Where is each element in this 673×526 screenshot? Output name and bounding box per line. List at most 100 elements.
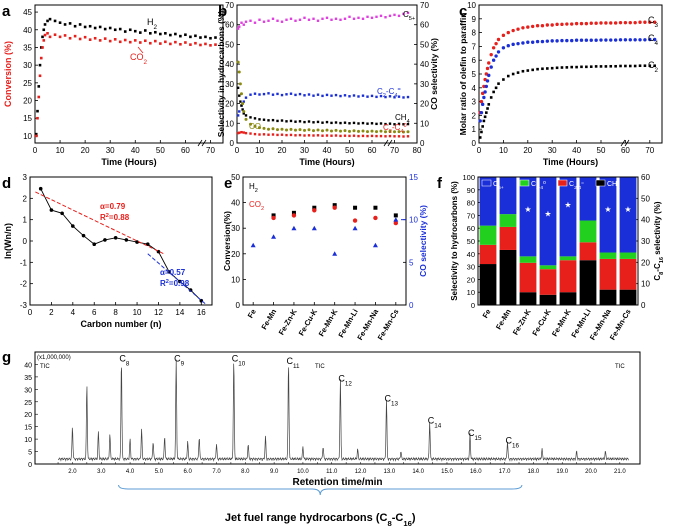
data-point-co <box>321 129 324 133</box>
data-point-c2c4 <box>249 93 252 96</box>
data-point-h2 <box>63 23 67 26</box>
data-point-c5 <box>312 17 315 20</box>
data-point-c3 <box>652 20 657 24</box>
bar-segment-c24o <box>539 265 557 270</box>
y-tick-label: -2 <box>20 280 28 289</box>
data-point-h2 <box>179 34 182 38</box>
data-point-ch4 <box>375 122 378 126</box>
data-point-c3 <box>613 21 618 25</box>
y-axis-label: Molar ratio of olefin to paraffin <box>458 13 468 136</box>
data-point-co <box>384 130 387 134</box>
data-point-c4 <box>618 38 623 42</box>
bar-segment-c24o <box>499 214 517 227</box>
data-point-c2c4o <box>285 133 288 137</box>
data-point-ch4 <box>298 120 302 123</box>
bar-segment-c24 <box>619 258 637 290</box>
data-point-c2 <box>585 65 588 69</box>
data-point-c4 <box>613 38 618 42</box>
data-point-co <box>241 102 245 106</box>
data-point-co <box>249 122 252 126</box>
x-tick-label: 10.0 <box>297 469 309 475</box>
panel-a-frame <box>34 4 224 144</box>
data-point-c2c4 <box>312 94 315 97</box>
data-point-c4 <box>633 38 637 42</box>
x-tick-label: 60 <box>368 146 377 155</box>
data-point-c5 <box>236 27 240 30</box>
data-point-c2c4o <box>339 134 342 138</box>
panel-e: 0 10 20 30 40 50 0 5 10 15 Conversion(%) CO selecti… <box>222 173 428 342</box>
axis-break <box>624 139 630 147</box>
series-label-ch4: CH4 <box>395 113 410 125</box>
data-point-c2c4o <box>307 134 311 137</box>
data-point-c3 <box>501 33 506 38</box>
x-axis-label: Time (Hours) <box>101 157 156 167</box>
y-tick-label: 60 <box>467 224 475 233</box>
y-tick-label: 20 <box>24 412 32 419</box>
bar-segment-ch4 <box>579 260 597 305</box>
data-point-c2c4 <box>267 92 270 95</box>
data-point-c5 <box>244 20 248 23</box>
data-point-c2c4o <box>280 133 284 136</box>
data-point-co <box>262 126 266 130</box>
data-point-c4 <box>574 38 579 42</box>
data-point <box>38 186 43 191</box>
data-point-co <box>357 129 360 133</box>
data-point-h2 <box>68 22 72 25</box>
x-tick-label: 50 <box>345 146 354 155</box>
data-point-h2 <box>58 21 62 24</box>
data-point-co <box>280 127 284 131</box>
co2-conversion-marker <box>373 215 378 221</box>
data-point-co2 <box>143 39 147 43</box>
data-point-c5 <box>276 19 279 22</box>
data-point-ch4 <box>280 119 284 122</box>
data-point-c5 <box>321 17 324 20</box>
data-point-c2 <box>550 66 554 70</box>
data-point-c3 <box>485 66 490 71</box>
y2-tick-label: 10 <box>409 216 418 225</box>
x-tick-label: 14.0 <box>412 469 424 475</box>
data-point-c5 <box>307 18 311 21</box>
data-point-co2 <box>138 41 142 44</box>
x-tick-label: 8 <box>113 308 118 317</box>
data-point-c2 <box>480 130 483 134</box>
y-tick-label: 30 <box>467 263 475 272</box>
data-point-h2 <box>204 35 207 39</box>
data-point-co <box>352 129 356 133</box>
data-point-c2 <box>638 64 642 68</box>
data-point-c2 <box>502 78 505 81</box>
peak-label-c11: C11 <box>287 356 301 370</box>
data-point-c2 <box>478 136 482 139</box>
data-point-co <box>397 130 401 134</box>
data-point-c2c4o <box>370 134 374 138</box>
data-point-ch4 <box>238 94 241 97</box>
data-point-c3 <box>506 30 510 35</box>
data-point-h2 <box>88 24 92 28</box>
y-tick-label: 1 <box>23 216 28 225</box>
data-point-ch4 <box>271 118 275 122</box>
data-point-co2 <box>179 42 182 46</box>
bar-segment-ch4 <box>479 264 497 305</box>
data-point-co <box>258 126 261 130</box>
data-point-c3 <box>550 23 554 27</box>
data-point-ch4 <box>285 120 288 123</box>
data-point-c2c4 <box>357 95 360 98</box>
y-tick-label: 50 <box>231 173 240 182</box>
x-tick-label: 40 <box>323 146 332 155</box>
data-point-co2 <box>93 36 97 40</box>
data-point-c5 <box>348 15 351 19</box>
category-label: Fe-Mn <box>259 307 278 331</box>
x-tick-label: 60 <box>621 146 630 155</box>
data-point-c2c4 <box>285 93 288 96</box>
data-point-c2c4 <box>298 92 302 96</box>
panel-b: 0 10 20 30 40 50 60 70 0 10 20 30 40 50 60 70 0 10 20 30 40 5… <box>216 1 439 167</box>
data-point-ch4 <box>339 121 342 125</box>
data-point-c2c4o <box>267 133 270 136</box>
data-point-c5 <box>325 16 329 20</box>
data-point-ch4 <box>241 108 244 111</box>
data-point-h2 <box>73 24 77 28</box>
data-point-c2c4 <box>238 110 241 113</box>
c8c16-star-marker: ★ <box>564 201 571 210</box>
x-tick-label: 30 <box>300 146 309 155</box>
panel-letter-d: d <box>2 175 11 192</box>
x-tick-label: 60 <box>181 146 190 155</box>
